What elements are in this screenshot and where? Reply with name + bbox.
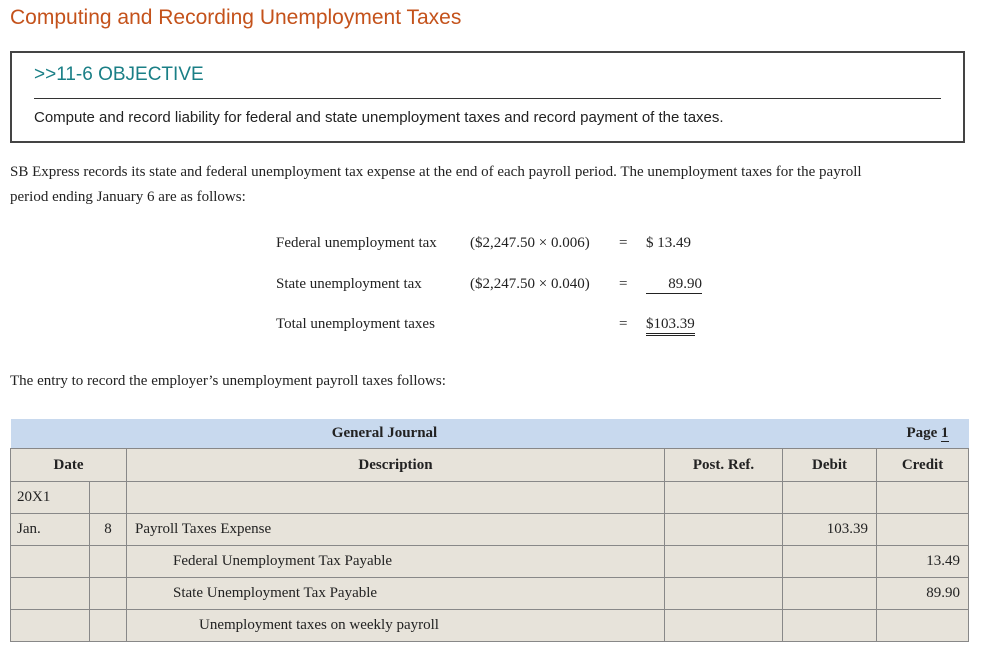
date-day [89,545,127,578]
calc-equals: = [619,276,628,292]
calc-label: Total unemployment taxes [276,316,435,332]
debit [782,577,878,610]
col-debit: Debit [782,448,878,482]
page-indicator: Page 1 [876,419,969,449]
col-post-ref: Post. Ref. [663,448,784,482]
page-label: Page [906,425,938,441]
calc-amount: 89.90 [646,276,702,294]
journal-title: General Journal [126,419,783,449]
post-ref [663,513,784,546]
date-month [10,577,90,610]
debit [782,545,878,578]
journal-row: Federal Unemployment Tax Payable 13.49 [10,545,970,578]
objective-heading: >>11-6 OBJECTIVE [34,64,204,85]
debit [782,481,878,514]
credit [876,609,970,642]
journal-row: 20X1 [10,481,970,514]
date-month [10,545,90,578]
journal-header-row: Date Description Post. Ref. Debit Credit [10,448,970,482]
credit: 13.49 [876,545,970,578]
calc-label: State unemployment tax [276,276,422,292]
calc-label: Federal unemployment tax [276,235,437,251]
journal-row: Unemployment taxes on weekly payroll [10,609,970,642]
calc-formula: ($2,247.50 × 0.040) [470,276,590,292]
calc-formula: ($2,247.50 × 0.006) [470,235,590,251]
post-ref [663,577,784,610]
post-ref [663,481,784,514]
date-day [89,577,127,610]
description: State Unemployment Tax Payable [126,577,665,610]
intro-line: SB Express records its state and federal… [10,164,862,180]
calc-equals: = [619,235,628,251]
description: Unemployment taxes on weekly payroll [126,609,665,642]
general-journal: General Journal Page 1 Date Description … [10,419,970,642]
post-ref [663,609,784,642]
calc-equals: = [619,316,628,332]
post-ref [663,545,784,578]
calc-amount: $103.39 [646,316,695,336]
intro-paragraph: SB Express records its state and federal… [10,160,975,210]
col-date: Date [10,448,127,482]
credit [876,513,970,546]
objective-text: Compute and record liability for federal… [34,109,724,126]
date-year: 20X1 [10,481,90,514]
date-day: 8 [89,513,127,546]
date-day [89,609,127,642]
journal-row: State Unemployment Tax Payable 89.90 [10,577,970,610]
description: Federal Unemployment Tax Payable [126,545,665,578]
objective-box: >>11-6 OBJECTIVE Compute and record liab… [10,51,965,143]
debit [782,609,878,642]
date-month: Jan. [10,513,90,546]
credit: 89.90 [876,577,970,610]
objective-divider [34,98,941,99]
calc-amount: $ 13.49 [646,235,691,251]
description [126,481,665,514]
page-number: 1 [941,425,949,442]
page-title: Computing and Recording Unemployment Tax… [10,6,462,29]
description: Payroll Taxes Expense [126,513,665,546]
entry-intro: The entry to record the employer’s unemp… [10,373,446,389]
col-credit: Credit [876,448,970,482]
debit: 103.39 [782,513,878,546]
date-month [10,609,90,642]
intro-line: period ending January 6 are as follows: [10,189,246,205]
credit [876,481,970,514]
journal-title-row: General Journal Page 1 [10,419,969,449]
journal-row: Jan. 8 Payroll Taxes Expense 103.39 [10,513,970,546]
col-description: Description [126,448,665,482]
date-day [89,481,127,514]
